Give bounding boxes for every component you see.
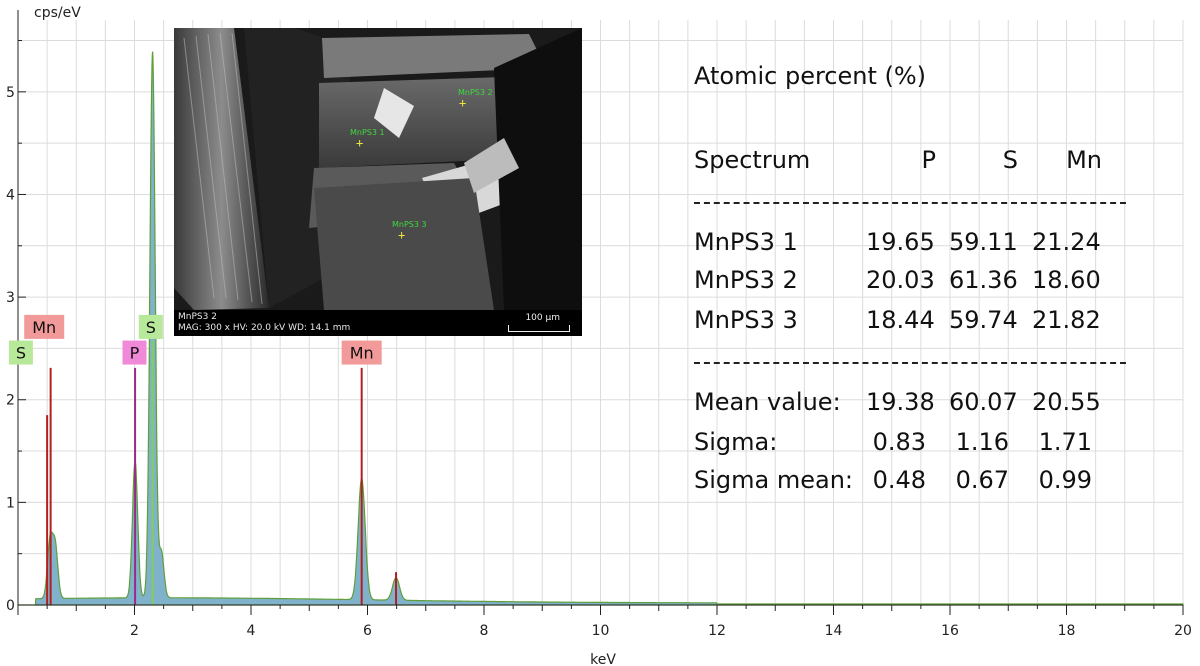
x-tick-label: 20 (1174, 623, 1192, 639)
y-tick-label: 3 (6, 290, 15, 306)
x-tick-label: 6 (363, 623, 372, 639)
sem-scale-bar (508, 325, 570, 332)
header-s: S (1002, 146, 1018, 174)
row-p: 19.65 (866, 228, 935, 256)
x-tick-label: 4 (247, 623, 256, 639)
stat-p: 19.38 (866, 388, 935, 416)
table-separator-bottom (694, 362, 1126, 364)
element-label-box (8, 340, 33, 365)
stat-label: Sigma mean: (694, 466, 853, 494)
stat-s: 1.16 (955, 428, 1009, 456)
x-tick-label: 10 (592, 623, 610, 639)
y-tick-label: 5 (6, 85, 15, 101)
element-label-box (341, 340, 382, 365)
stat-p: 0.48 (872, 466, 926, 494)
x-tick-label: 8 (480, 623, 489, 639)
stat-p: 0.83 (872, 428, 926, 456)
element-label-mn: Mn (350, 344, 374, 363)
sem-sample-label: MnPS3 2 (178, 312, 217, 322)
row-s: 59.74 (949, 306, 1018, 334)
table-title: Atomic percent (%) (694, 62, 927, 90)
sem-tag-3: MnPS3 3 (392, 220, 427, 229)
element-label-box (24, 314, 65, 339)
element-label-s: S (16, 344, 26, 363)
sem-tag-1: MnPS3 1 (350, 128, 385, 137)
stat-mn: 20.55 (1032, 388, 1101, 416)
row-s: 61.36 (949, 266, 1018, 294)
element-label-s: S (146, 318, 156, 337)
x-tick-label: 18 (1058, 623, 1076, 639)
stat-s: 60.07 (949, 388, 1018, 416)
row-spectrum: MnPS3 3 (694, 306, 798, 334)
y-tick-label: 1 (6, 495, 15, 511)
element-label-box (138, 314, 163, 339)
element-lines (46, 340, 398, 605)
y-tick-label: 2 (6, 393, 15, 409)
sem-inset-image: MnPS3 2 + MnPS3 1 + MnPS3 3 + MnPS3 2 MA… (174, 28, 582, 336)
sem-caption: MnPS3 2 MAG: 300 x HV: 20.0 kV WD: 14.1 … (174, 310, 582, 336)
row-spectrum: MnPS3 1 (694, 228, 798, 256)
sem-marker-3: + (398, 228, 406, 242)
stat-s: 0.67 (955, 466, 1009, 494)
x-tick-label: 12 (708, 623, 726, 639)
x-tick-label: 14 (825, 623, 843, 639)
header-spectrum: Spectrum (694, 146, 811, 174)
axes (17, 10, 1184, 615)
row-mn: 21.24 (1032, 228, 1101, 256)
sem-scale-label: 100 µm (525, 313, 560, 323)
x-tick-label: 2 (130, 623, 139, 639)
sem-marker-2: + (459, 96, 467, 110)
element-label-mn: Mn (32, 318, 56, 337)
x-tick-label: 16 (941, 623, 959, 639)
row-mn: 21.82 (1032, 306, 1101, 334)
stat-mn: 0.99 (1038, 466, 1092, 494)
stat-mn: 1.71 (1038, 428, 1092, 456)
row-p: 18.44 (866, 306, 935, 334)
element-label-box (122, 340, 147, 365)
x-axis-label: keV (590, 652, 616, 666)
row-spectrum: MnPS3 2 (694, 266, 798, 294)
header-mn: Mn (1066, 146, 1102, 174)
header-p: P (921, 146, 936, 174)
sem-acquisition-label: MAG: 300 x HV: 20.0 kV WD: 14.1 mm (178, 323, 351, 333)
stat-label: Mean value: (694, 388, 841, 416)
sem-tag-2: MnPS3 2 (458, 88, 493, 97)
y-tick-label: 0 (6, 598, 15, 614)
row-mn: 18.60 (1032, 266, 1101, 294)
stat-label: Sigma: (694, 428, 778, 456)
row-p: 20.03 (866, 266, 935, 294)
table-separator-top (694, 202, 1126, 204)
y-axis-label: cps/eV (34, 5, 81, 21)
row-s: 59.11 (949, 228, 1018, 256)
sem-micrograph (174, 28, 582, 336)
sem-marker-1: + (356, 136, 364, 150)
y-tick-label: 4 (6, 187, 15, 203)
element-label-p: P (130, 344, 140, 363)
